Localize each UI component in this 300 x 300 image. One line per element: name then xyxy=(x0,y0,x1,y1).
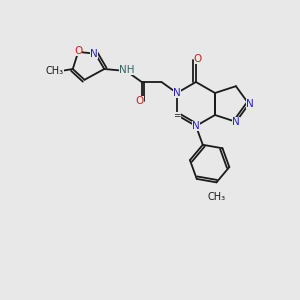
Text: CH₃: CH₃ xyxy=(46,66,64,76)
Text: CH₃: CH₃ xyxy=(207,192,226,203)
Text: N: N xyxy=(173,88,181,98)
Text: =: = xyxy=(173,112,181,121)
Text: N: N xyxy=(246,99,254,109)
Text: O: O xyxy=(194,54,202,64)
Text: N: N xyxy=(232,117,240,127)
Text: O: O xyxy=(136,96,144,106)
Text: O: O xyxy=(74,46,82,56)
Text: N: N xyxy=(90,49,98,59)
Text: NH: NH xyxy=(118,65,134,75)
Text: N: N xyxy=(192,121,200,131)
